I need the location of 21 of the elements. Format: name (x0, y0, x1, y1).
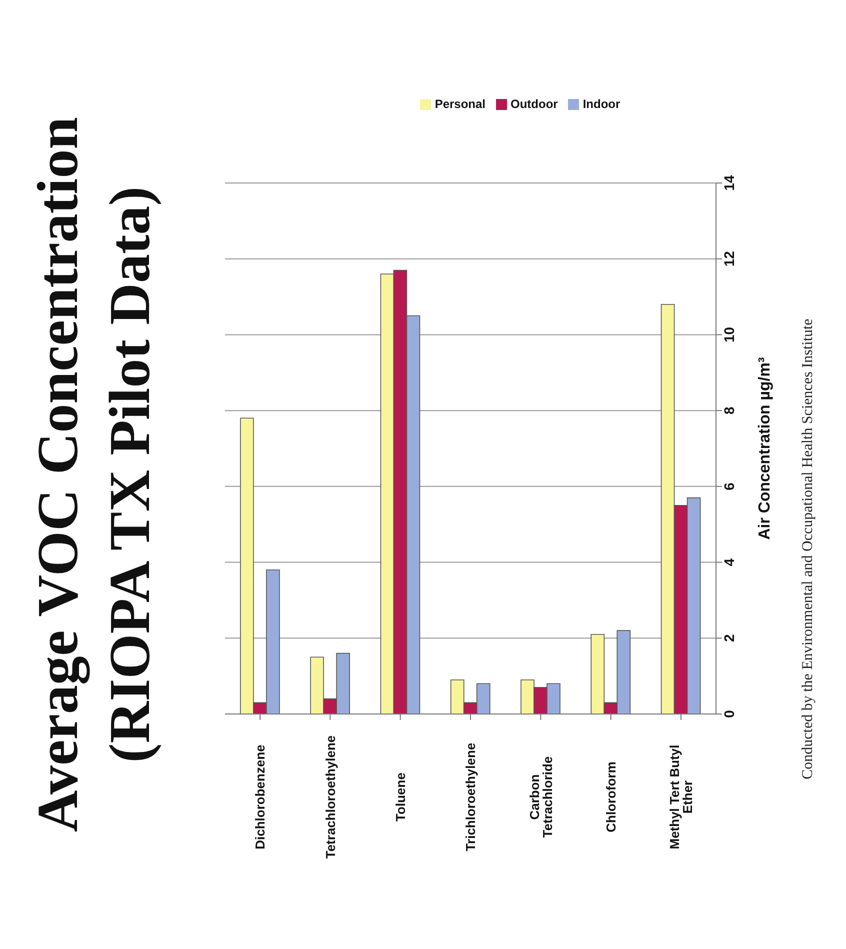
x-tick-label: Tetrachloroethylene (322, 735, 338, 859)
y-axis-title: Air Concentration µg/m³ (756, 357, 774, 540)
x-tick-label: Chloroform (603, 762, 618, 832)
text: Average VOC Concentration (RIOPA TX Pilot Data) (24, 116, 163, 834)
x-tick-label: Carbon Tetrachloride (526, 756, 555, 838)
x-tick-label: Methyl Tert Butyl Ether (667, 744, 696, 850)
y-tick-label: 6 (720, 482, 737, 490)
y-tick-label: 12 (720, 250, 737, 267)
x-tick-label: Toluene (392, 772, 408, 822)
legend-label: Outdoor (510, 97, 558, 111)
y-tick-label: 4 (720, 558, 737, 566)
text: Conducted by the Environmental and Occupational Health Sciences Institute (800, 318, 817, 782)
y-tick-label: 14 (720, 175, 737, 191)
y-tick-label: 0 (720, 710, 737, 718)
y-tick-label: 10 (720, 326, 737, 343)
legend-label: Personal (434, 97, 486, 111)
x-tick-label: Trichloroethylene (463, 742, 478, 852)
y-tick-label: 2 (720, 634, 737, 642)
x-tick-label: Dichlorobenzene (252, 744, 268, 850)
y-tick-label: 8 (720, 406, 737, 414)
legend-label: Indoor (582, 97, 620, 111)
